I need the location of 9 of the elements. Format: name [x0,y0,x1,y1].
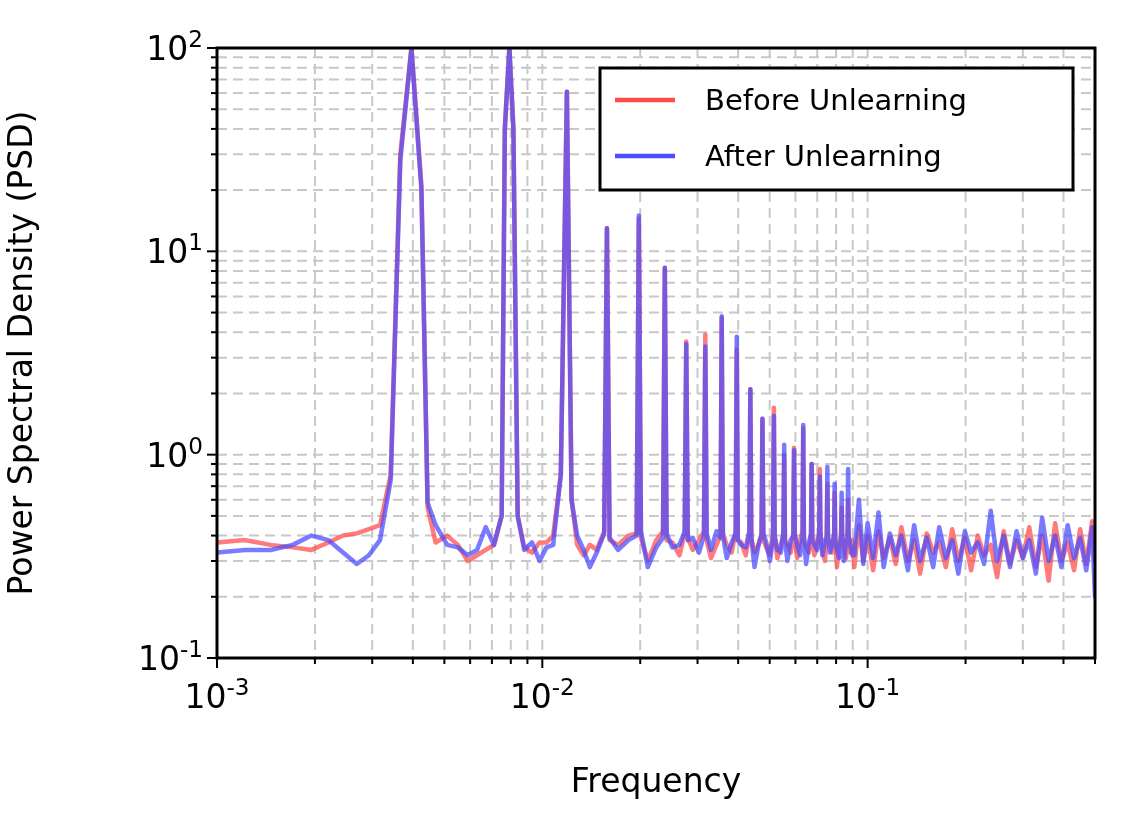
legend-label: After Unlearning [705,139,942,173]
x-tick-label: 10$^{-1}$ [835,674,901,716]
x-tick-label: 10$^{-2}$ [509,674,575,716]
x-axis-title: Frequency [570,761,742,800]
y-tick-label: 10$^{0}$ [146,432,203,475]
y-tick-label: 10$^{1}$ [146,229,203,272]
y-axis-title: Power Spectral Density (PSD) [1,110,40,596]
y-tick-label: 10$^{2}$ [146,26,203,68]
legend-label: Before Unlearning [705,83,967,117]
